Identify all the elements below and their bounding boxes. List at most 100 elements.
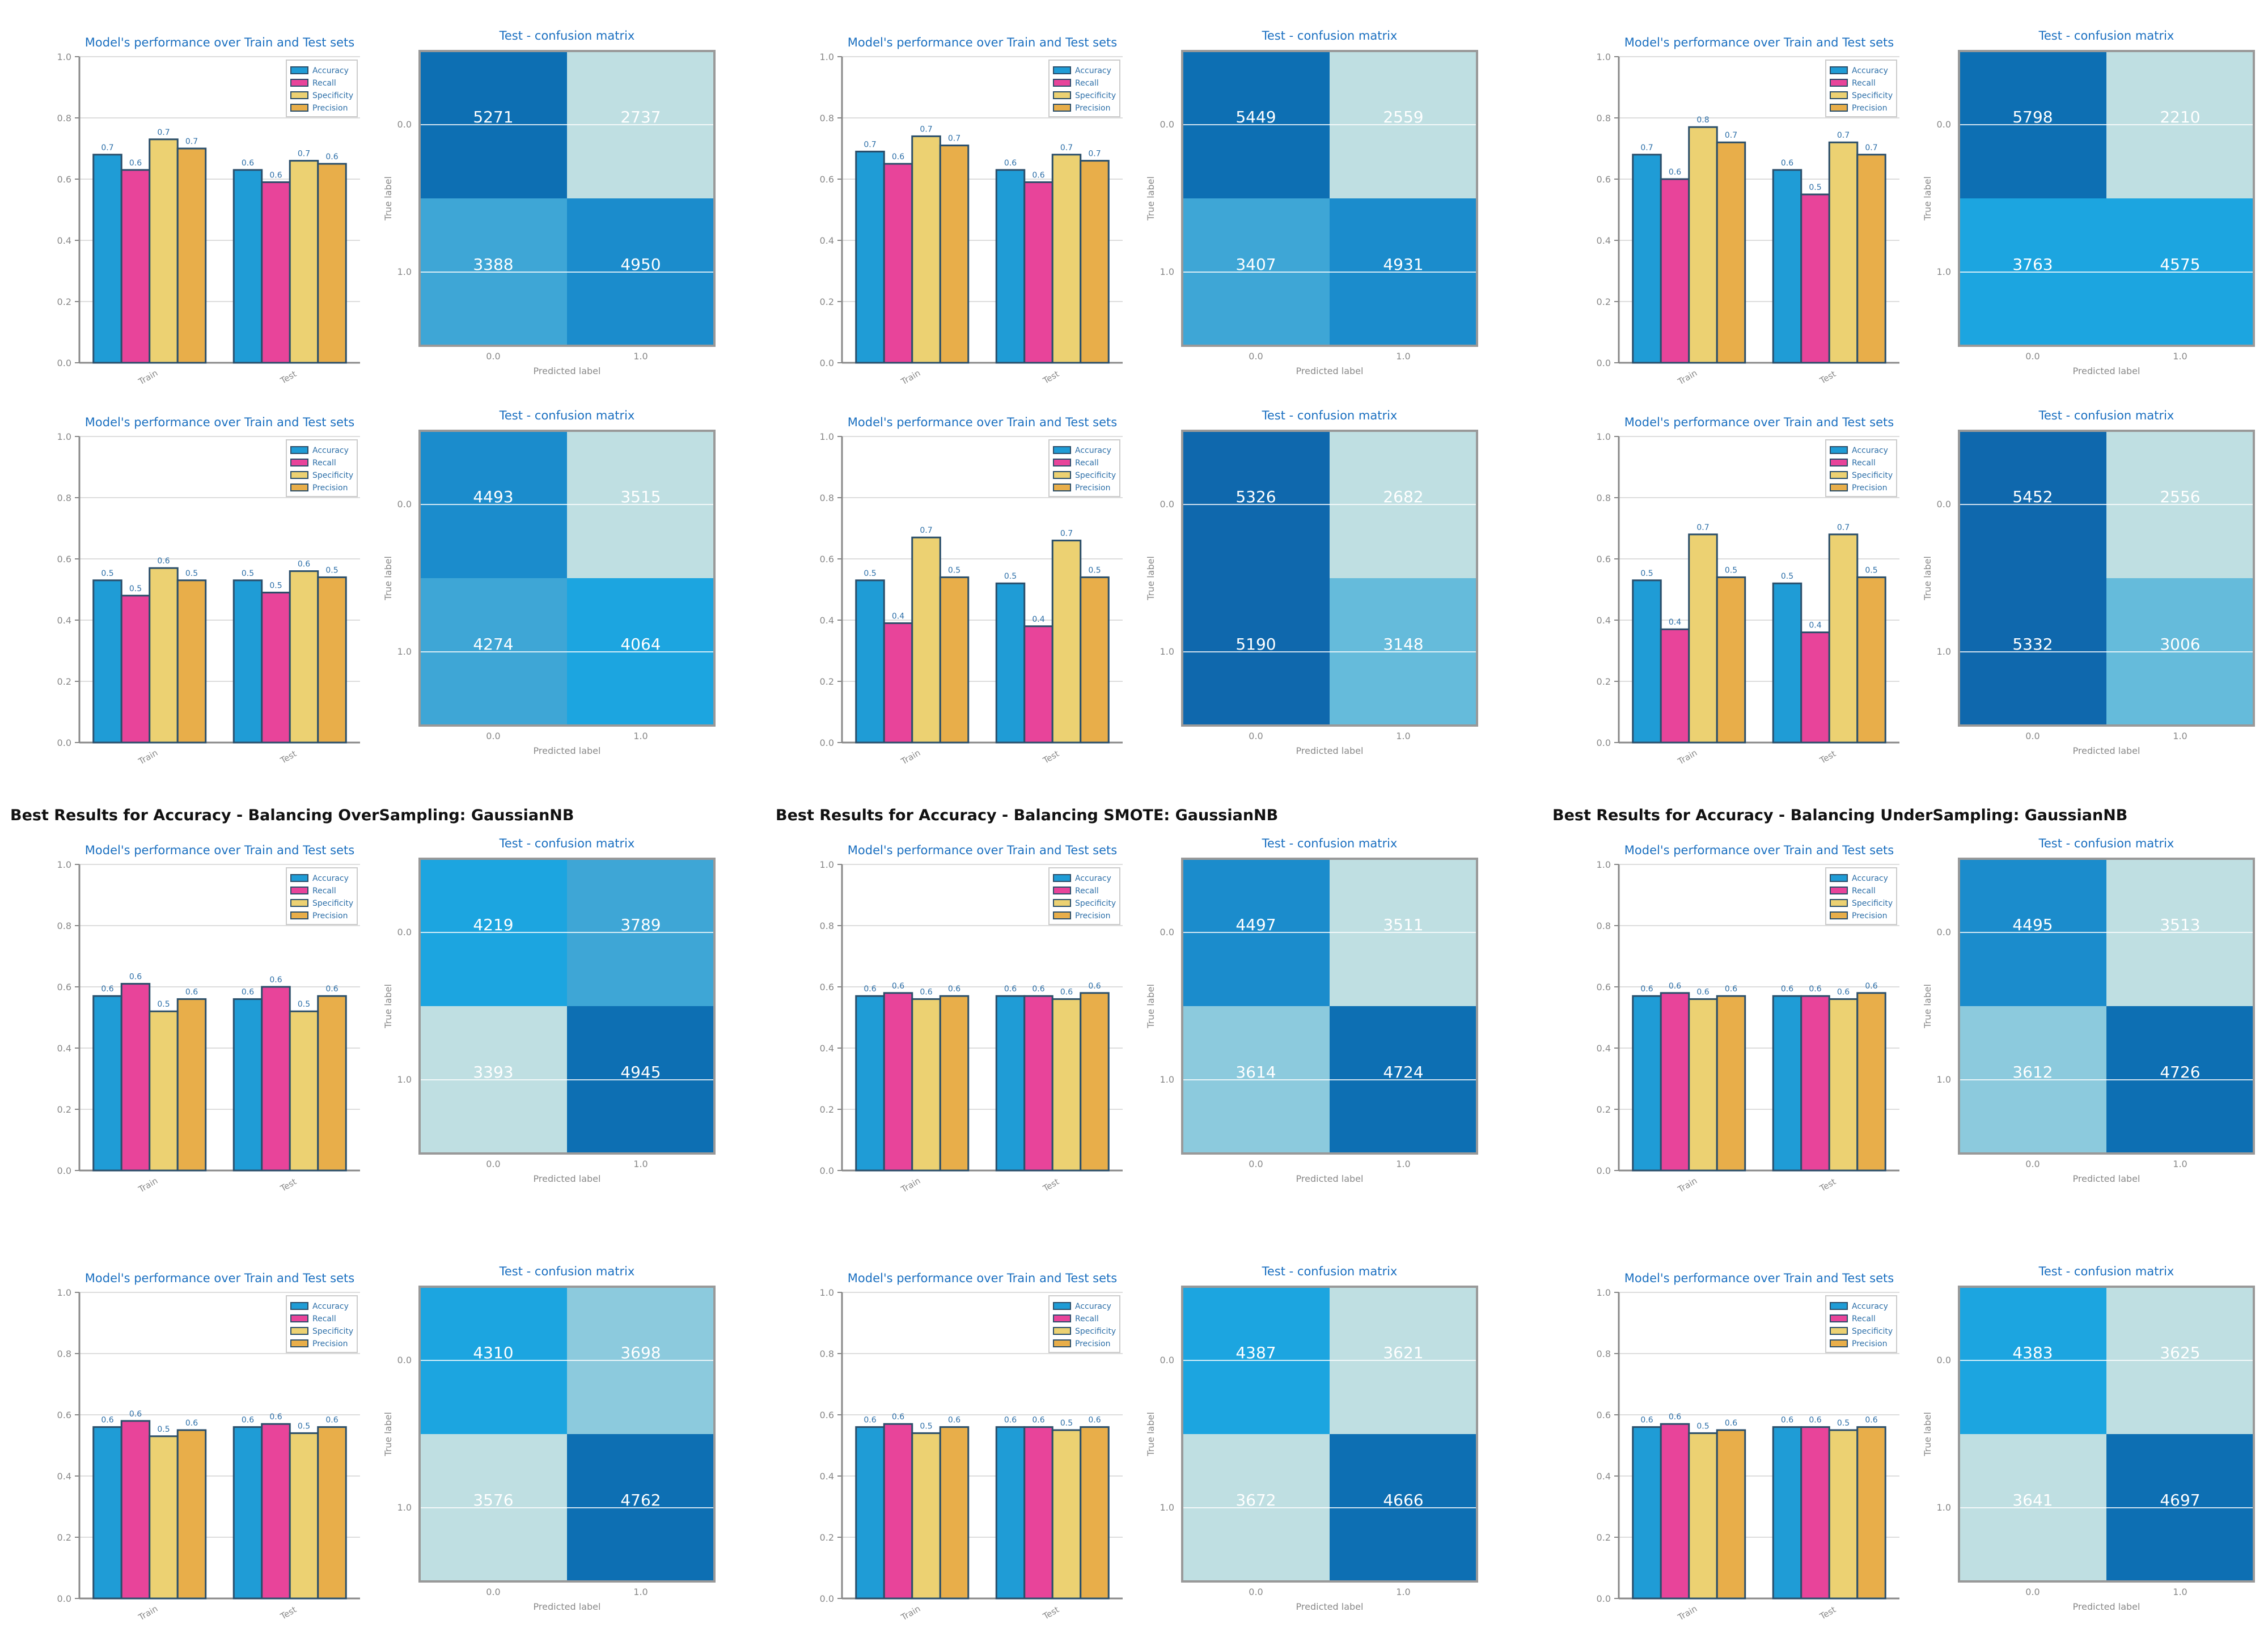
bar-value-label: 0.6 [864,1416,876,1425]
y-tick-label: 0.0 [397,119,412,130]
bar-value-label: 0.5 [1865,566,1877,575]
bar-value-label: 0.4 [892,612,904,621]
x-tick-label: Test [278,1176,299,1194]
confusion-matrix-panel: Test - confusion matrix 5452 2556 5332 3006 0… [1914,402,2268,765]
bar-value-label: 0.6 [242,1416,254,1425]
matrix-frame [1958,430,2255,727]
bar-value-label: 0.7 [1088,150,1101,159]
x-tick-label: Train [1675,368,1699,387]
bar-recall [120,983,151,1172]
bar-value-label: 0.7 [1060,529,1073,538]
cell-value: 5271 [473,108,513,126]
y-tick-label: 0.6 [1597,174,1611,185]
cell-value: 3407 [1235,255,1276,274]
y-axis-label: True label [1145,1412,1156,1457]
legend-label-precision: Precision [1852,911,1887,921]
bar-recall [261,181,291,364]
matrix-frame [1958,1286,2255,1583]
y-tick-label: 0.8 [820,921,834,931]
matrix-frame [1181,1286,1478,1583]
bar-value-label: 0.5 [920,1422,932,1431]
bar-value-label: 0.6 [242,159,254,168]
legend-swatch-accuracy [1053,446,1071,454]
chart-title: Model's performance over Train and Test … [1624,415,1894,429]
bar-value-label: 0.8 [1696,116,1709,125]
bar-value-label: 0.6 [325,985,338,994]
y-tick-label: 1.0 [397,1502,412,1513]
bar-value-label: 0.5 [269,581,282,590]
bar-value-label: 0.5 [1781,572,1793,581]
x-tick-label: 1.0 [1396,731,1410,741]
bar-chart-panel: Model's performance over Train and Test … [1539,842,1908,1205]
legend-label-recall: Recall [1075,459,1099,468]
y-tick-label: 1.0 [1937,1502,1951,1513]
bar-value-label: 0.6 [948,1416,960,1425]
x-axis-label: Predicted label [534,1173,601,1184]
legend-swatch-accuracy [290,66,308,74]
x-tick-label: 1.0 [2173,351,2187,362]
y-tick-label: 0.2 [1597,676,1611,687]
legend-swatch-precision [1053,484,1071,491]
y-tick-label: 1.0 [57,1287,71,1298]
x-tick-label: Test [1818,748,1838,766]
chart-title: Model's performance over Train and Test … [848,843,1117,857]
legend-label-precision: Precision [1852,104,1887,113]
bar-precision [176,579,207,744]
cell-value: 4697 [2160,1491,2200,1509]
bar-recall [1023,625,1053,744]
y-tick-label: 0.0 [820,1165,834,1176]
cell-value: 3612 [2012,1063,2053,1082]
bar-accuracy [1772,1426,1802,1600]
bar-accuracy [855,1426,885,1600]
bar-value-label: 0.6 [269,976,282,985]
chart-title: Model's performance over Train and Test … [1624,36,1894,49]
cell-value: 3513 [2160,915,2200,934]
bar-specificity [1051,540,1082,744]
y-tick-label: 0.8 [57,113,71,124]
bar-specificity [149,138,179,364]
y-tick-label: 0.4 [1597,1043,1611,1054]
confusion-matrix-panel: Test - confusion matrix 4497 3511 3614 4724 0… [1137,830,1505,1193]
cell-value: 2737 [620,108,661,126]
y-axis-label: True label [1922,556,1933,601]
confusion-matrix-svg: Test - confusion matrix 5326 2682 5190 3148 0… [1145,409,1478,756]
bar-value-label: 0.6 [1725,1419,1737,1428]
cell-value: 4387 [1235,1343,1276,1362]
bar-value-label: 0.5 [325,566,338,575]
section-heading-oversampling: Best Results for Accuracy - Balancing Ov… [10,807,574,824]
y-tick-label: 0.0 [1160,499,1174,510]
bar-value-label: 0.6 [1781,985,1793,994]
bar-accuracy [92,995,122,1172]
bar-specificity [1828,141,1859,364]
bar-recall [1660,1423,1690,1600]
cell-value: 3006 [2160,635,2200,654]
chart-title: Test - confusion matrix [499,1265,635,1278]
legend-swatch-recall [1830,79,1848,87]
chart-title: Test - confusion matrix [499,409,635,422]
bar-accuracy [232,1426,263,1600]
legend-label-precision: Precision [312,1339,348,1348]
bar-accuracy [1772,169,1802,364]
confusion-matrix-panel: Test - confusion matrix 4495 3513 3612 4726 0… [1914,830,2268,1193]
bar-specificity [911,998,941,1172]
bar-value-label: 0.6 [892,152,904,162]
bar-value-label: 0.6 [325,1416,338,1425]
bar-accuracy [1772,995,1802,1172]
x-tick-label: 0.0 [486,1587,500,1597]
legend-label-recall: Recall [312,887,336,896]
chart-title: Model's performance over Train and Test … [1624,843,1894,857]
chart-title: Test - confusion matrix [499,837,635,850]
bar-value-label: 0.6 [298,560,310,569]
bar-precision [317,576,347,744]
legend-swatch-precision [290,1339,308,1347]
y-tick-label: 0.0 [57,1593,71,1604]
y-tick-label: 0.2 [820,1532,834,1543]
cell-value: 4310 [473,1343,513,1362]
bar-value-label: 0.5 [864,569,876,578]
bar-accuracy [995,169,1026,364]
bar-accuracy [855,995,885,1172]
y-tick-label: 1.0 [57,859,71,870]
legend-swatch-specificity [1830,91,1848,99]
bar-value-label: 0.7 [920,526,932,535]
bar-chart-svg: Model's performance over Train and Test … [820,843,1123,1195]
